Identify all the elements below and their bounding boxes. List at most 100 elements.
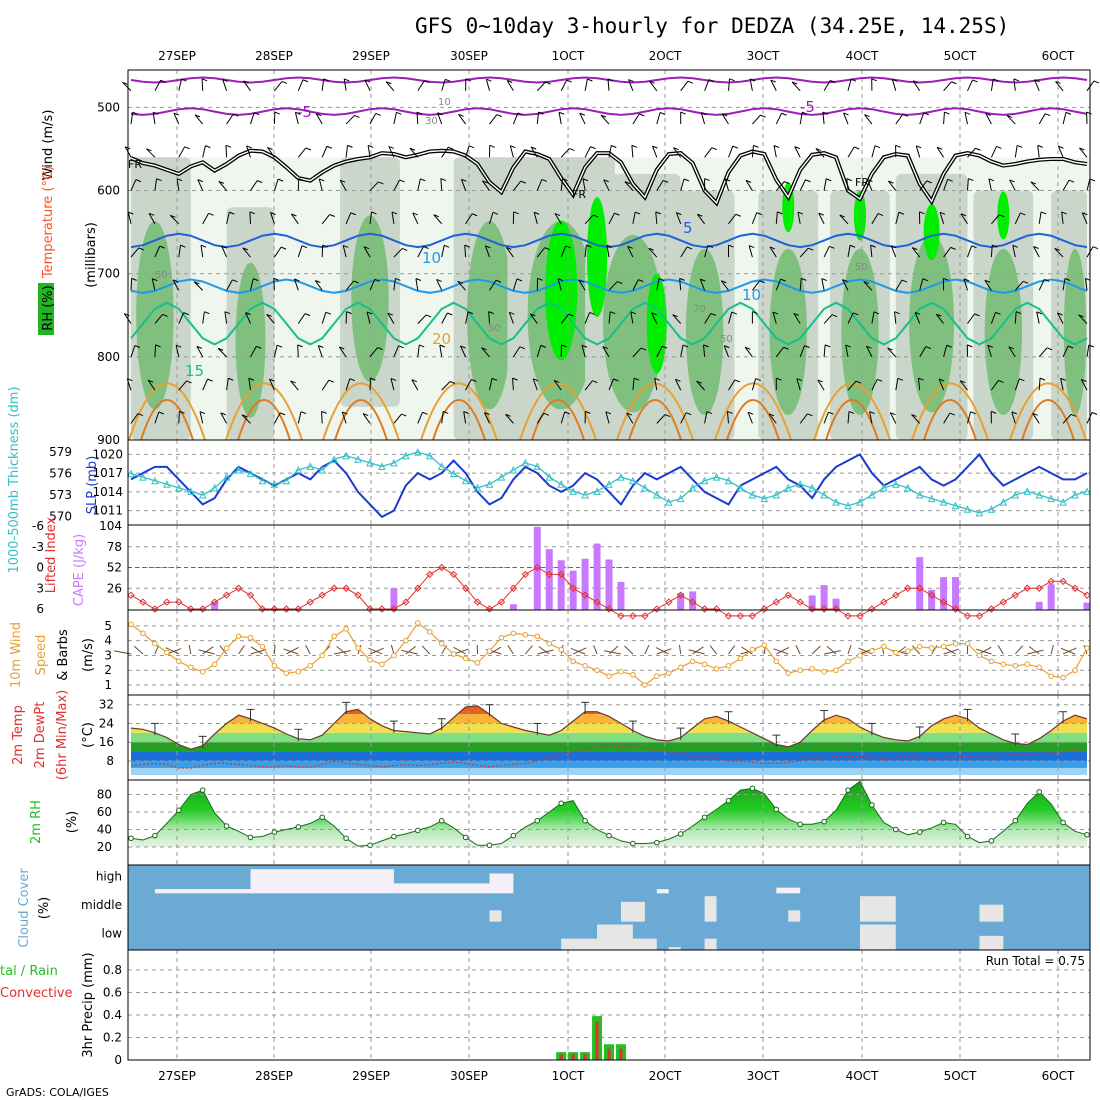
wind-speed-marker	[654, 673, 660, 679]
wind-barb-flag	[545, 81, 551, 85]
thickness-marker	[736, 483, 745, 492]
wind-barb	[582, 178, 586, 191]
lifted-index-marker	[545, 570, 553, 579]
wind-barb	[482, 180, 490, 191]
wind-barb	[130, 179, 137, 191]
contour-label: 50	[155, 270, 168, 281]
wind-barb-flag	[995, 311, 1001, 315]
wind-speed-marker	[415, 620, 421, 626]
wind-barb-flag	[696, 380, 702, 384]
wind-barb-flag	[349, 378, 355, 382]
wind-barb-flag	[224, 311, 231, 315]
wind-barb	[202, 145, 206, 158]
wind-speed-marker	[271, 662, 278, 669]
thickness-marker	[880, 483, 888, 492]
wind-barb-flag	[1046, 347, 1053, 351]
wind-speed-marker	[331, 633, 337, 640]
thickness-marker	[796, 480, 805, 488]
wind-barb	[607, 78, 610, 91]
wind-barb	[387, 312, 395, 324]
wind-speed-marker	[235, 633, 242, 640]
wind-barb-flag	[888, 180, 894, 184]
wind-barb	[775, 113, 783, 125]
wind-barb-flag	[783, 346, 789, 350]
wind-barb-flag	[280, 246, 287, 250]
surface-wind-barb	[453, 646, 466, 655]
wind-barb-flag	[890, 412, 896, 416]
thickness-marker	[497, 473, 506, 481]
rh-marker	[630, 840, 636, 847]
rh-axis-label-2: (%)	[65, 811, 80, 834]
wind-barb	[890, 245, 897, 258]
wind-barb	[465, 145, 470, 158]
wind-barb-flag	[648, 247, 654, 251]
wind-barb	[436, 279, 443, 291]
wind-speed-marker	[1072, 667, 1078, 674]
precip-convective-bar	[571, 1054, 575, 1060]
thickness-marker	[246, 469, 255, 478]
slp-thickness-panel: 1011 1014 1017 1020 570 573 576 579 1000-500mb T…	[7, 386, 1091, 574]
wind-barb	[672, 314, 682, 324]
wind-barb-flag	[963, 278, 970, 282]
wind-speed-marker	[582, 662, 588, 669]
wind-barb-flag	[821, 278, 827, 282]
wind-barb	[1055, 81, 1064, 92]
wind-barb-flag	[925, 346, 932, 350]
slp-frame	[127, 439, 1091, 526]
bottom-date-label: 4OCT	[846, 1069, 879, 1083]
wind-barb	[250, 112, 255, 125]
wind-barb	[600, 114, 610, 125]
wind-barb-flag	[897, 377, 904, 381]
wind-barb	[130, 278, 133, 291]
top-date-label: 1OCT	[552, 49, 585, 63]
wind-speed-marker	[379, 661, 385, 668]
cape-bar	[1035, 601, 1043, 610]
wind-barb-flag	[895, 144, 901, 148]
wind-barb	[895, 378, 899, 391]
wind-barb	[649, 80, 658, 92]
surface-wind-barb	[507, 645, 514, 655]
wind-barb	[536, 247, 546, 258]
wind-barb	[794, 146, 801, 158]
lifted-index-marker	[139, 598, 147, 606]
wind-barb	[1037, 145, 1040, 158]
wind-barb-flag	[530, 146, 537, 150]
lifted-index-marker	[282, 605, 291, 613]
surface-wind-barb	[795, 645, 801, 655]
cloud-block	[489, 910, 502, 922]
wind-barb-flag	[399, 179, 405, 183]
wind-barb	[919, 112, 925, 125]
lifted-index-marker	[1083, 591, 1091, 599]
lifted-index-marker	[880, 598, 888, 606]
wind-barb	[990, 380, 999, 391]
rh-marker	[1012, 817, 1019, 824]
cloud-tick-high: high	[96, 870, 122, 884]
rh-marker	[1084, 831, 1090, 838]
wind-barb	[887, 347, 897, 358]
wind-barb-flag	[683, 178, 690, 182]
wind-barb-flag	[755, 378, 761, 382]
wind-tick-label: 4	[104, 634, 112, 648]
thickness-line	[130, 451, 1088, 514]
lifted-index-marker	[210, 598, 219, 606]
wind-barb-flag	[363, 246, 370, 250]
wind-barb	[866, 345, 873, 358]
wind-barb-flag	[362, 413, 369, 417]
rh-marker	[367, 842, 373, 849]
wind-barb	[485, 79, 490, 91]
lifted-index-marker	[378, 605, 386, 613]
lifted-index-marker	[820, 605, 828, 613]
lifted-index-marker	[258, 605, 267, 613]
wind-barb-flag	[482, 180, 488, 184]
wind-barb-flag	[971, 245, 977, 249]
isotherm-warm	[825, 399, 879, 441]
wind-barb-flag	[735, 213, 741, 217]
wind-barb	[1032, 413, 1040, 424]
wind-barb	[985, 113, 992, 125]
wind-barb-flag	[959, 380, 966, 384]
rh-marker	[319, 814, 326, 821]
wind-barb-flag	[822, 111, 829, 115]
lifted-index-marker	[700, 605, 709, 613]
temp-tick-label: 8	[106, 754, 114, 768]
wind-barb	[130, 247, 140, 258]
